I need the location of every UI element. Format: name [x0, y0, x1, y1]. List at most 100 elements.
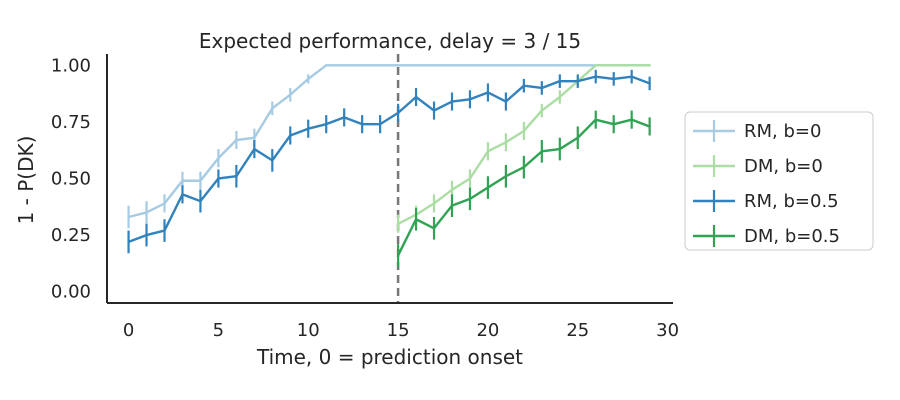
data-point — [289, 93, 292, 96]
y-tick-label: 0.25 — [51, 225, 91, 246]
y-tick-label: 0.50 — [51, 169, 91, 190]
data-point — [181, 193, 184, 196]
x-tick-label: 25 — [566, 320, 589, 341]
legend-item: DM, b=0 — [693, 155, 823, 177]
data-point — [432, 227, 436, 230]
data-point — [522, 129, 526, 133]
data-point — [396, 64, 400, 67]
plot-area — [127, 54, 651, 303]
data-point — [540, 150, 544, 153]
data-point — [522, 84, 526, 87]
data-point — [450, 188, 454, 192]
data-point — [648, 125, 651, 128]
data-point — [450, 64, 454, 67]
data-point — [396, 254, 400, 257]
y-tick-label: 1.00 — [51, 55, 91, 76]
data-point — [594, 75, 597, 78]
data-point — [504, 64, 508, 67]
data-point — [450, 204, 454, 207]
data-point — [378, 122, 382, 126]
data-point — [432, 202, 436, 205]
data-point — [253, 147, 256, 151]
y-axis-title: 1 - P(DK) — [14, 136, 38, 225]
data-point — [630, 64, 633, 67]
data-point — [468, 98, 472, 101]
x-tick-label: 15 — [387, 320, 410, 341]
data-point — [217, 177, 220, 180]
data-point — [504, 100, 508, 103]
data-point — [342, 116, 346, 119]
data-point — [612, 77, 615, 81]
legend-item: RM, b=0.5 — [693, 190, 839, 212]
data-point — [648, 82, 651, 85]
legend-label: DM, b=0 — [744, 156, 823, 177]
data-point — [145, 211, 148, 214]
x-tick-label: 30 — [656, 320, 679, 341]
data-point — [217, 156, 220, 160]
data-point — [522, 165, 526, 169]
legend-frame — [684, 111, 874, 251]
data-point — [630, 75, 633, 78]
chart-title: Expected performance, delay = 3 / 15 — [199, 29, 581, 53]
data-point — [558, 147, 561, 151]
data-point — [558, 79, 561, 83]
data-point — [289, 134, 292, 137]
data-point — [199, 199, 202, 203]
data-point — [576, 64, 579, 67]
data-point — [450, 100, 454, 103]
data-point — [342, 64, 346, 67]
tick-labels: 0 5 10 15 20 25 30 0.00 0.25 0.50 0.75 1.00 — [51, 55, 679, 341]
data-point — [504, 175, 508, 178]
data-point — [396, 111, 400, 115]
x-tick-label: 10 — [297, 320, 320, 341]
x-tick-label: 20 — [476, 320, 499, 341]
data-point — [630, 118, 633, 121]
data-point — [486, 150, 490, 153]
data-point — [253, 136, 256, 139]
data-point — [378, 64, 382, 67]
series-line — [128, 75, 651, 244]
data-point — [414, 64, 418, 67]
data-point — [486, 91, 490, 94]
data-point — [468, 64, 472, 67]
data-point — [576, 79, 579, 83]
data-point — [486, 64, 490, 67]
data-point — [504, 141, 508, 144]
legend-item: DM, b=0.5 — [693, 225, 840, 247]
data-point — [325, 64, 328, 67]
data-point — [307, 127, 310, 130]
data-point — [486, 186, 490, 189]
data-point — [235, 175, 238, 178]
data-point — [396, 222, 400, 225]
series-line — [397, 118, 651, 256]
data-point — [468, 177, 472, 180]
data-point — [199, 179, 202, 182]
data-point — [648, 64, 651, 67]
x-tick-label: 5 — [213, 320, 224, 341]
data-point — [468, 197, 472, 201]
series-3 — [396, 110, 651, 267]
data-point — [612, 64, 615, 67]
data-point — [307, 77, 310, 81]
data-point — [540, 109, 544, 112]
data-point — [181, 179, 184, 182]
data-point — [576, 136, 579, 139]
data-point — [558, 64, 561, 67]
y-tick-label: 0.75 — [51, 112, 91, 133]
legend: RM, b=0 DM, b=0 RM, b=0.5 DM, b=0.5 — [684, 111, 874, 251]
data-point — [612, 122, 615, 126]
series-line — [128, 64, 650, 219]
data-point — [558, 95, 561, 99]
data-point — [127, 215, 130, 219]
y-tick-label: 0.00 — [51, 282, 91, 303]
data-point — [235, 138, 238, 142]
data-point — [594, 118, 597, 121]
data-point — [414, 95, 418, 99]
data-point — [540, 64, 544, 67]
series-2 — [127, 69, 651, 254]
legend-label: RM, b=0 — [744, 121, 821, 142]
data-point — [360, 64, 364, 67]
series-0 — [127, 64, 651, 229]
